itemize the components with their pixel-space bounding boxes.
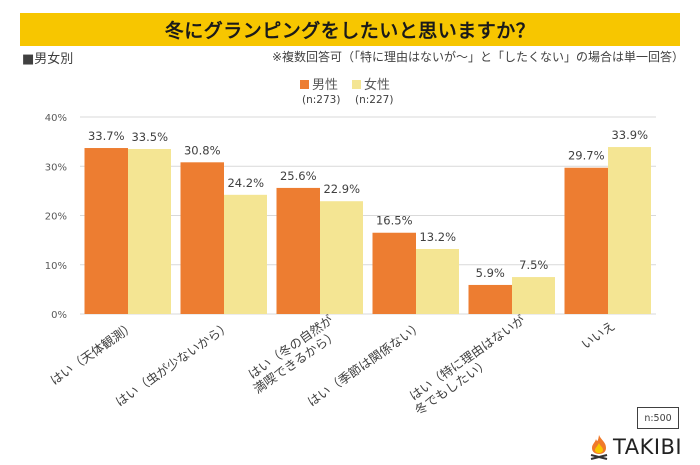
data-label: 22.9% [323,182,360,196]
bar-male [84,148,128,314]
legend-item-male: 男性 [300,74,338,93]
bar-female [224,194,267,314]
data-label: 25.6% [280,169,317,183]
bar-male [468,284,512,314]
y-tick-label: 40% [45,113,67,124]
x-tick-label-line: いいえ [578,318,617,352]
bar-female [128,149,171,314]
bar-female [416,248,459,314]
x-tick-label-line: はい（特に理由はないが [406,312,528,403]
takibi-logo: TAKIBI [588,434,682,460]
y-tick-label: 10% [45,261,67,272]
legend-label-female: 女性 [364,78,391,93]
bar-male [564,167,608,314]
y-tick-label: 20% [45,212,67,223]
chart-title: 冬にグランピングをしたいと思いますか？ [164,20,536,42]
campfire-icon [590,435,608,460]
title-bar: 冬にグランピングをしたいと思いますか？ [20,13,680,46]
answer-note: ※複数回答可（「特に理由はないが～」と「したくない」の場合は単一回答） [271,50,684,64]
y-tick-label: 0% [51,310,67,321]
legend-swatch-female [352,80,361,89]
segment-label: ■男女別 [22,52,74,67]
y-tick-label: 30% [45,162,67,173]
data-label: 30.8% [184,143,221,157]
bar-male [180,162,224,314]
data-label: 33.5% [131,130,168,144]
data-label: 29.7% [568,149,605,163]
sample-size-box: n:500 [637,407,679,429]
data-label: 33.7% [88,129,125,143]
legend-n-female: (n:227) [355,94,394,106]
data-label: 7.5% [519,258,548,272]
logo-text: TAKIBI [613,435,683,459]
bar-female [608,147,651,314]
bar-male [276,187,320,314]
data-label: 24.2% [227,176,264,190]
legend-item-female: 女性 [352,74,390,93]
data-label: 5.9% [476,266,505,280]
data-label: 33.9% [611,128,648,142]
data-label: 13.2% [419,230,456,244]
x-tick-label: いいえ [578,318,617,352]
x-tick-label: はい（天体観測） [47,318,138,388]
bar-female [512,277,555,314]
legend-swatch-male [300,80,309,89]
legend-n-male: (n:273) [302,94,341,106]
data-label: 16.5% [376,214,413,228]
bar-male [372,232,416,314]
bar-female [320,201,363,314]
x-tick-label-line: はい（天体観測） [47,318,138,388]
legend-label-male: 男性 [312,78,339,93]
